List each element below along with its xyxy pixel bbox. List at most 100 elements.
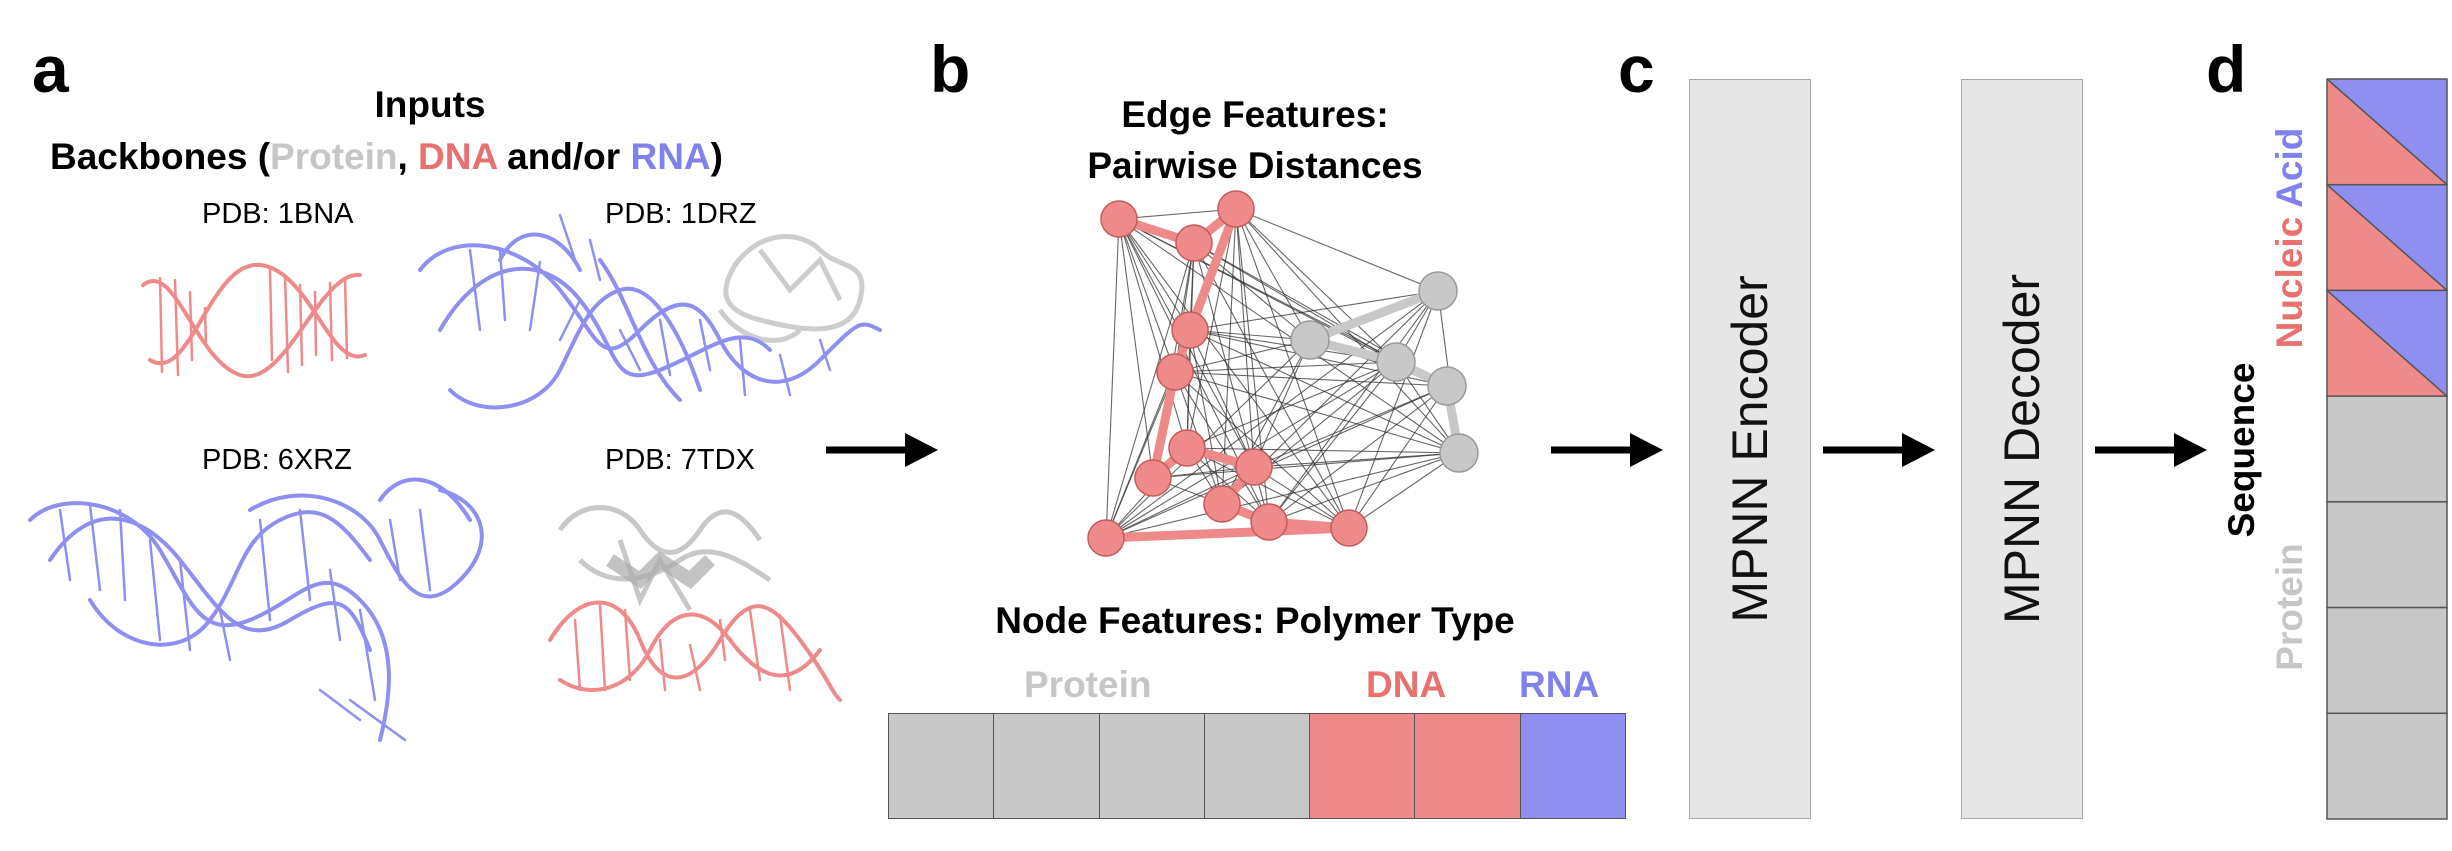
graph-edge [1253, 339, 1311, 468]
polymer-cell-protein [1203, 713, 1311, 819]
pdb-label-1drz: PDB: 1DRZ [605, 198, 757, 230]
dna-node [1087, 519, 1125, 557]
graph-edge [1105, 452, 1460, 539]
graph-edge [1118, 218, 1188, 449]
graph-edge [1348, 385, 1448, 529]
backbones-suffix: ) [710, 136, 723, 177]
graph-edge [1253, 452, 1460, 468]
protein-node [1427, 366, 1467, 406]
graph-edge [1174, 339, 1311, 373]
graph-edge [1174, 371, 1448, 387]
graph-edge [1118, 218, 1350, 529]
dna-node [1156, 353, 1194, 391]
dna-node [1235, 448, 1273, 486]
graph-edge [1268, 385, 1448, 523]
graph-edge [1221, 339, 1311, 505]
graph-edge [1193, 242, 1255, 468]
graph-edge [1186, 208, 1237, 449]
output-cell-diagonal [2326, 289, 2448, 397]
polymer-cell-rna [1519, 713, 1626, 819]
graph-edge [1105, 242, 1195, 539]
protein-node [1290, 320, 1330, 360]
graph-edge [1174, 361, 1397, 373]
graph-edge [1235, 208, 1439, 292]
polymer-cell-protein [1098, 713, 1205, 819]
output-cell-border [2326, 712, 2448, 820]
protein-node [1418, 271, 1458, 311]
graph-edge [1174, 371, 1460, 454]
pdb-label-1bna: PDB: 1BNA [202, 198, 354, 230]
backbones-rna: RNA [630, 136, 711, 177]
dna-node [1203, 485, 1241, 523]
polymer-label-rna: RNA [1519, 664, 1600, 705]
node-features-title: Node Features: Polymer Type [995, 600, 1515, 641]
graph-edge [1186, 447, 1460, 454]
polymer-cell-dna [1309, 713, 1416, 819]
dna-node [1171, 311, 1209, 349]
backbones-prefix: Backbones ( [50, 136, 271, 177]
edge-features-title-line2: Pairwise Distances [1087, 145, 1423, 186]
polymer-type-strip [888, 713, 1626, 819]
panel-label-a: a [32, 32, 69, 106]
graph-edge [1105, 218, 1120, 539]
pdb-label-7tdx: PDB: 7TDX [605, 444, 755, 476]
graph-edge [1105, 339, 1311, 539]
dna-node [1217, 190, 1255, 228]
dna-node [1100, 200, 1138, 238]
graph-edge [1235, 208, 1311, 341]
pdb-label-6xrz: PDB: 6XRZ [202, 444, 352, 476]
polymer-label-protein: Protein [1024, 664, 1152, 705]
graph-edge [1189, 329, 1311, 341]
backbones-title: Backbones (Protein, DNA and/or RNA) [50, 136, 850, 178]
panel-label-b: b [930, 32, 971, 106]
protein-node [1376, 342, 1416, 382]
mpnn-encoder-block: MPNN Encoder [1689, 79, 1811, 819]
graph-edge [1235, 208, 1397, 363]
graph-edge [1118, 218, 1191, 331]
graph-edge [1118, 218, 1176, 373]
edge-features-title-line1: Edge Features: [1121, 94, 1389, 135]
dna-node [1250, 503, 1288, 541]
backbones-protein: Protein [270, 136, 398, 177]
output-cell-protein [2327, 607, 2447, 714]
graph-edge [1105, 371, 1176, 539]
graph-edge [1348, 452, 1460, 529]
dna-node [1168, 429, 1206, 467]
output-cell-diagonal [2326, 78, 2448, 186]
dna-node [1330, 509, 1368, 547]
output-cell-diagonal [2326, 184, 2448, 291]
graph-edge [1189, 290, 1439, 331]
graph-edge [1105, 385, 1448, 539]
output-cell-protein [2327, 713, 2447, 819]
protein-node [1439, 433, 1479, 473]
graph-edge [1268, 290, 1439, 523]
output-cell-protein [2327, 501, 2447, 608]
graph-edge [1235, 208, 1460, 454]
backbones-dna: DNA [418, 136, 497, 177]
graph-edge [1268, 361, 1397, 523]
graph-edge [1186, 447, 1350, 529]
polymer-cell-protein [993, 713, 1100, 819]
graph-edge [1174, 371, 1270, 523]
graph-edge [1189, 329, 1255, 468]
mpnn-decoder-block: MPNN Decoder [1961, 79, 2083, 819]
panel-label-d: d [2206, 32, 2247, 106]
graph-edge [1152, 452, 1460, 479]
polymer-cell-dna [1414, 713, 1521, 819]
polymer-label-dna: DNA [1366, 664, 1447, 705]
inputs-title: Inputs [374, 84, 486, 125]
graph-edge [1186, 329, 1191, 449]
graph-edge [1105, 290, 1439, 539]
output-cell-protein [2327, 396, 2447, 502]
panel-label-c: c [1618, 32, 1655, 106]
dna-node [1175, 224, 1213, 262]
